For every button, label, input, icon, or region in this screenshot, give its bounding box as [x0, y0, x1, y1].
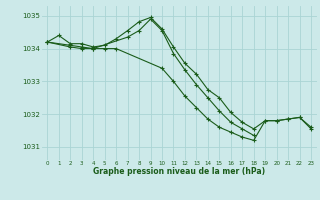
X-axis label: Graphe pression niveau de la mer (hPa): Graphe pression niveau de la mer (hPa) — [93, 167, 265, 176]
